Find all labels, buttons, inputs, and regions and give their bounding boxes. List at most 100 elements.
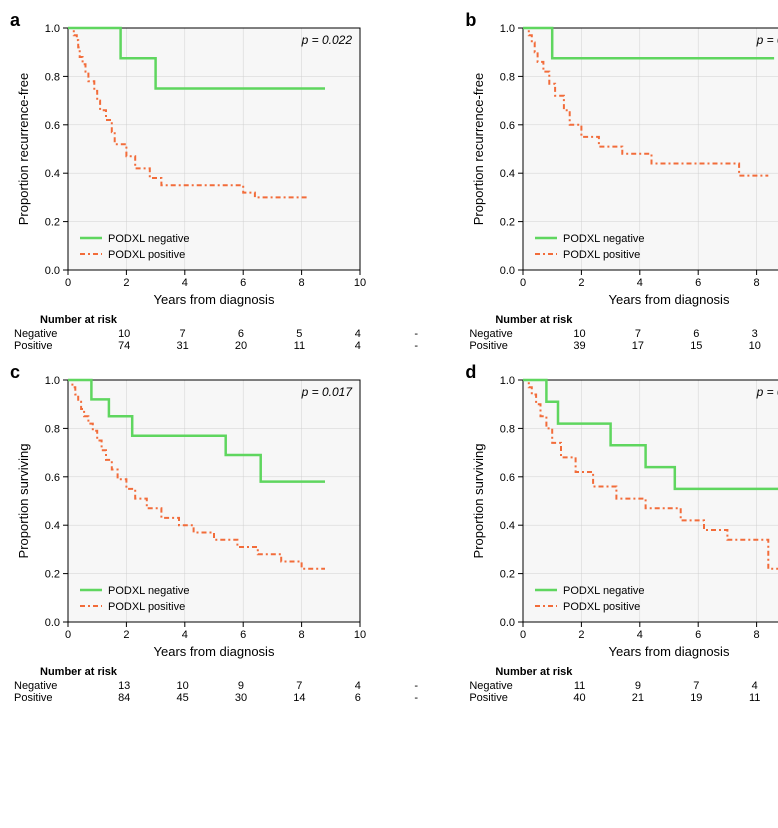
legend-positive: PODXL positive <box>563 249 640 261</box>
svg-text:4: 4 <box>182 277 188 289</box>
risk-row: Positive743120114- <box>10 340 445 352</box>
svg-text:1.0: 1.0 <box>45 375 60 387</box>
risk-cell: 45 <box>153 692 211 704</box>
p-value: p = 0.108 <box>756 385 778 399</box>
svg-text:1.0: 1.0 <box>500 23 515 35</box>
svg-text:0.0: 0.0 <box>45 617 60 629</box>
svg-text:1.0: 1.0 <box>500 375 515 387</box>
svg-text:4: 4 <box>637 277 643 289</box>
svg-text:0.2: 0.2 <box>45 217 60 229</box>
risk-cell: - <box>387 680 445 692</box>
legend-positive: PODXL positive <box>108 601 185 613</box>
x-axis-label: Years from diagnosis <box>154 292 275 307</box>
p-value: p = 0.039 <box>756 33 778 47</box>
risk-cell: 9 <box>609 680 667 692</box>
risk-cell: 31 <box>153 340 211 352</box>
svg-text:2: 2 <box>123 629 129 641</box>
risk-cell: 7 <box>667 680 725 692</box>
risk-table: Negative107632-Positive391715103- <box>465 328 778 352</box>
svg-text:6: 6 <box>240 277 246 289</box>
risk-cell: 7 <box>270 680 328 692</box>
risk-cell: 19 <box>667 692 725 704</box>
risk-cell: 14 <box>270 692 328 704</box>
svg-text:6: 6 <box>695 629 701 641</box>
svg-text:8: 8 <box>299 629 305 641</box>
svg-text:0.2: 0.2 <box>45 569 60 581</box>
risk-row: Positive391715103- <box>465 340 778 352</box>
svg-text:10: 10 <box>354 629 366 641</box>
risk-cell: 11 <box>270 340 328 352</box>
risk-row-label: Negative <box>465 680 539 692</box>
risk-cell: 9 <box>212 680 270 692</box>
svg-text:0.6: 0.6 <box>500 120 515 132</box>
risk-cell: 10 <box>726 340 778 352</box>
p-value: p = 0.017 <box>301 385 354 399</box>
risk-row: Negative107654- <box>10 328 445 340</box>
risk-cell: - <box>387 328 445 340</box>
svg-text:6: 6 <box>695 277 701 289</box>
svg-text:8: 8 <box>299 277 305 289</box>
risk-table: Negative1310974-Positive844530146- <box>10 680 445 704</box>
risk-row-label: Negative <box>465 328 539 340</box>
svg-text:1.0: 1.0 <box>45 23 60 35</box>
risk-row-label: Negative <box>10 328 84 340</box>
svg-text:10: 10 <box>354 277 366 289</box>
risk-title: Number at risk <box>495 314 778 326</box>
risk-title: Number at risk <box>495 666 778 678</box>
km-chart: 02468100.00.20.40.60.81.0Years from diag… <box>10 362 370 662</box>
legend-negative: PODXL negative <box>108 233 190 245</box>
risk-cell: 84 <box>95 692 153 704</box>
svg-text:6: 6 <box>240 629 246 641</box>
svg-text:0.6: 0.6 <box>45 120 60 132</box>
legend-negative: PODXL negative <box>563 585 645 597</box>
risk-row-label: Negative <box>10 680 84 692</box>
risk-table: Negative107654-Positive743120114- <box>10 328 445 352</box>
y-axis-label: Proportion recurrence-free <box>16 73 31 225</box>
risk-cell: 21 <box>609 692 667 704</box>
risk-cell: 10 <box>95 328 153 340</box>
risk-cell: 6 <box>329 692 387 704</box>
panel-d: d02468100.00.20.40.60.81.0Years from dia… <box>465 362 778 704</box>
svg-text:0.2: 0.2 <box>500 217 515 229</box>
svg-text:0.8: 0.8 <box>45 423 60 435</box>
risk-cell: - <box>387 692 445 704</box>
legend-positive: PODXL positive <box>563 601 640 613</box>
risk-row-label: Positive <box>10 692 84 704</box>
risk-cell: - <box>387 340 445 352</box>
p-value: p = 0.022 <box>301 33 353 47</box>
risk-cell: 6 <box>212 328 270 340</box>
risk-cell: 5 <box>270 328 328 340</box>
svg-text:0: 0 <box>65 629 71 641</box>
risk-cell: 10 <box>153 680 211 692</box>
legend-negative: PODXL negative <box>108 585 190 597</box>
risk-cell: 11 <box>550 680 608 692</box>
svg-text:0.0: 0.0 <box>500 617 515 629</box>
panel-a: a02468100.00.20.40.60.81.0Years from dia… <box>10 10 445 352</box>
risk-cell: 74 <box>95 340 153 352</box>
risk-cell: 40 <box>550 692 608 704</box>
svg-text:8: 8 <box>754 277 760 289</box>
risk-row-label: Positive <box>10 340 84 352</box>
svg-text:0.6: 0.6 <box>500 472 515 484</box>
svg-text:4: 4 <box>637 629 643 641</box>
panel-c: c02468100.00.20.40.60.81.0Years from dia… <box>10 362 445 704</box>
risk-row: Positive844530146- <box>10 692 445 704</box>
risk-cell: 20 <box>212 340 270 352</box>
km-chart: 02468100.00.20.40.60.81.0Years from diag… <box>10 10 370 310</box>
legend-positive: PODXL positive <box>108 249 185 261</box>
risk-cell: 7 <box>153 328 211 340</box>
risk-cell: 13 <box>95 680 153 692</box>
svg-text:8: 8 <box>754 629 760 641</box>
risk-title: Number at risk <box>40 314 445 326</box>
x-axis-label: Years from diagnosis <box>609 292 730 307</box>
risk-cell: 11 <box>726 692 778 704</box>
risk-title: Number at risk <box>40 666 445 678</box>
x-axis-label: Years from diagnosis <box>609 644 730 659</box>
risk-cell: 4 <box>726 680 778 692</box>
y-axis-label: Proportion surviving <box>471 444 486 559</box>
panel-b: b02468100.00.20.40.60.81.0Years from dia… <box>465 10 778 352</box>
svg-text:0.8: 0.8 <box>45 71 60 83</box>
svg-text:0.0: 0.0 <box>45 265 60 277</box>
risk-row: Negative 1310974- <box>10 680 445 692</box>
risk-cell: 4 <box>329 680 387 692</box>
